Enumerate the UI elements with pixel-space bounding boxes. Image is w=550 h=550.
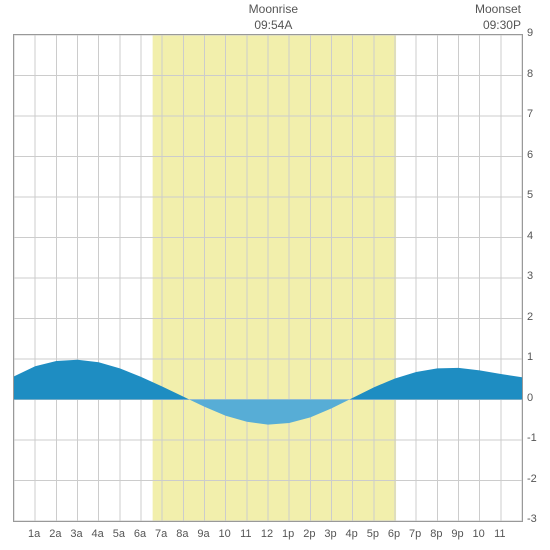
x-tick-label: 8p <box>426 528 446 540</box>
x-tick-label: 3a <box>67 528 87 540</box>
y-tick-label: 5 <box>527 189 545 201</box>
x-tick-label: 12 <box>257 528 277 540</box>
x-tick-label: 1p <box>278 528 298 540</box>
grid <box>14 35 522 521</box>
y-tick-label: 4 <box>527 230 545 242</box>
y-tick-label: 9 <box>527 27 545 39</box>
x-tick-label: 1a <box>24 528 44 540</box>
y-tick-label: -3 <box>527 513 545 525</box>
x-tick-label: 5p <box>363 528 383 540</box>
x-tick-label: 8a <box>172 528 192 540</box>
y-tick-label: 1 <box>527 351 545 363</box>
y-tick-label: 0 <box>527 392 545 404</box>
plot-area <box>13 34 523 522</box>
y-tick-label: 6 <box>527 149 545 161</box>
x-tick-label: 2p <box>299 528 319 540</box>
moonset-label: Moonset09:30P <box>475 2 521 33</box>
x-tick-label: 3p <box>321 528 341 540</box>
y-tick-label: 7 <box>527 108 545 120</box>
moon-tide-chart: Moonrise09:54AMoonset09:30P-3-2-10123456… <box>0 0 550 550</box>
y-tick-label: 2 <box>527 311 545 323</box>
x-tick-label: 10 <box>215 528 235 540</box>
x-tick-label: 6a <box>130 528 150 540</box>
x-tick-label: 4p <box>342 528 362 540</box>
x-tick-label: 7p <box>405 528 425 540</box>
x-tick-label: 10 <box>469 528 489 540</box>
y-tick-label: -1 <box>527 432 545 444</box>
moonrise-label: Moonrise09:54A <box>233 2 313 33</box>
x-tick-label: 11 <box>490 528 510 540</box>
x-tick-label: 7a <box>151 528 171 540</box>
x-tick-label: 2a <box>45 528 65 540</box>
y-tick-label: -2 <box>527 473 545 485</box>
y-tick-label: 3 <box>527 270 545 282</box>
x-tick-label: 6p <box>384 528 404 540</box>
x-tick-label: 5a <box>109 528 129 540</box>
y-tick-label: 8 <box>527 68 545 80</box>
x-tick-label: 9a <box>194 528 214 540</box>
x-tick-label: 9p <box>448 528 468 540</box>
x-tick-label: 4a <box>88 528 108 540</box>
x-tick-label: 11 <box>236 528 256 540</box>
